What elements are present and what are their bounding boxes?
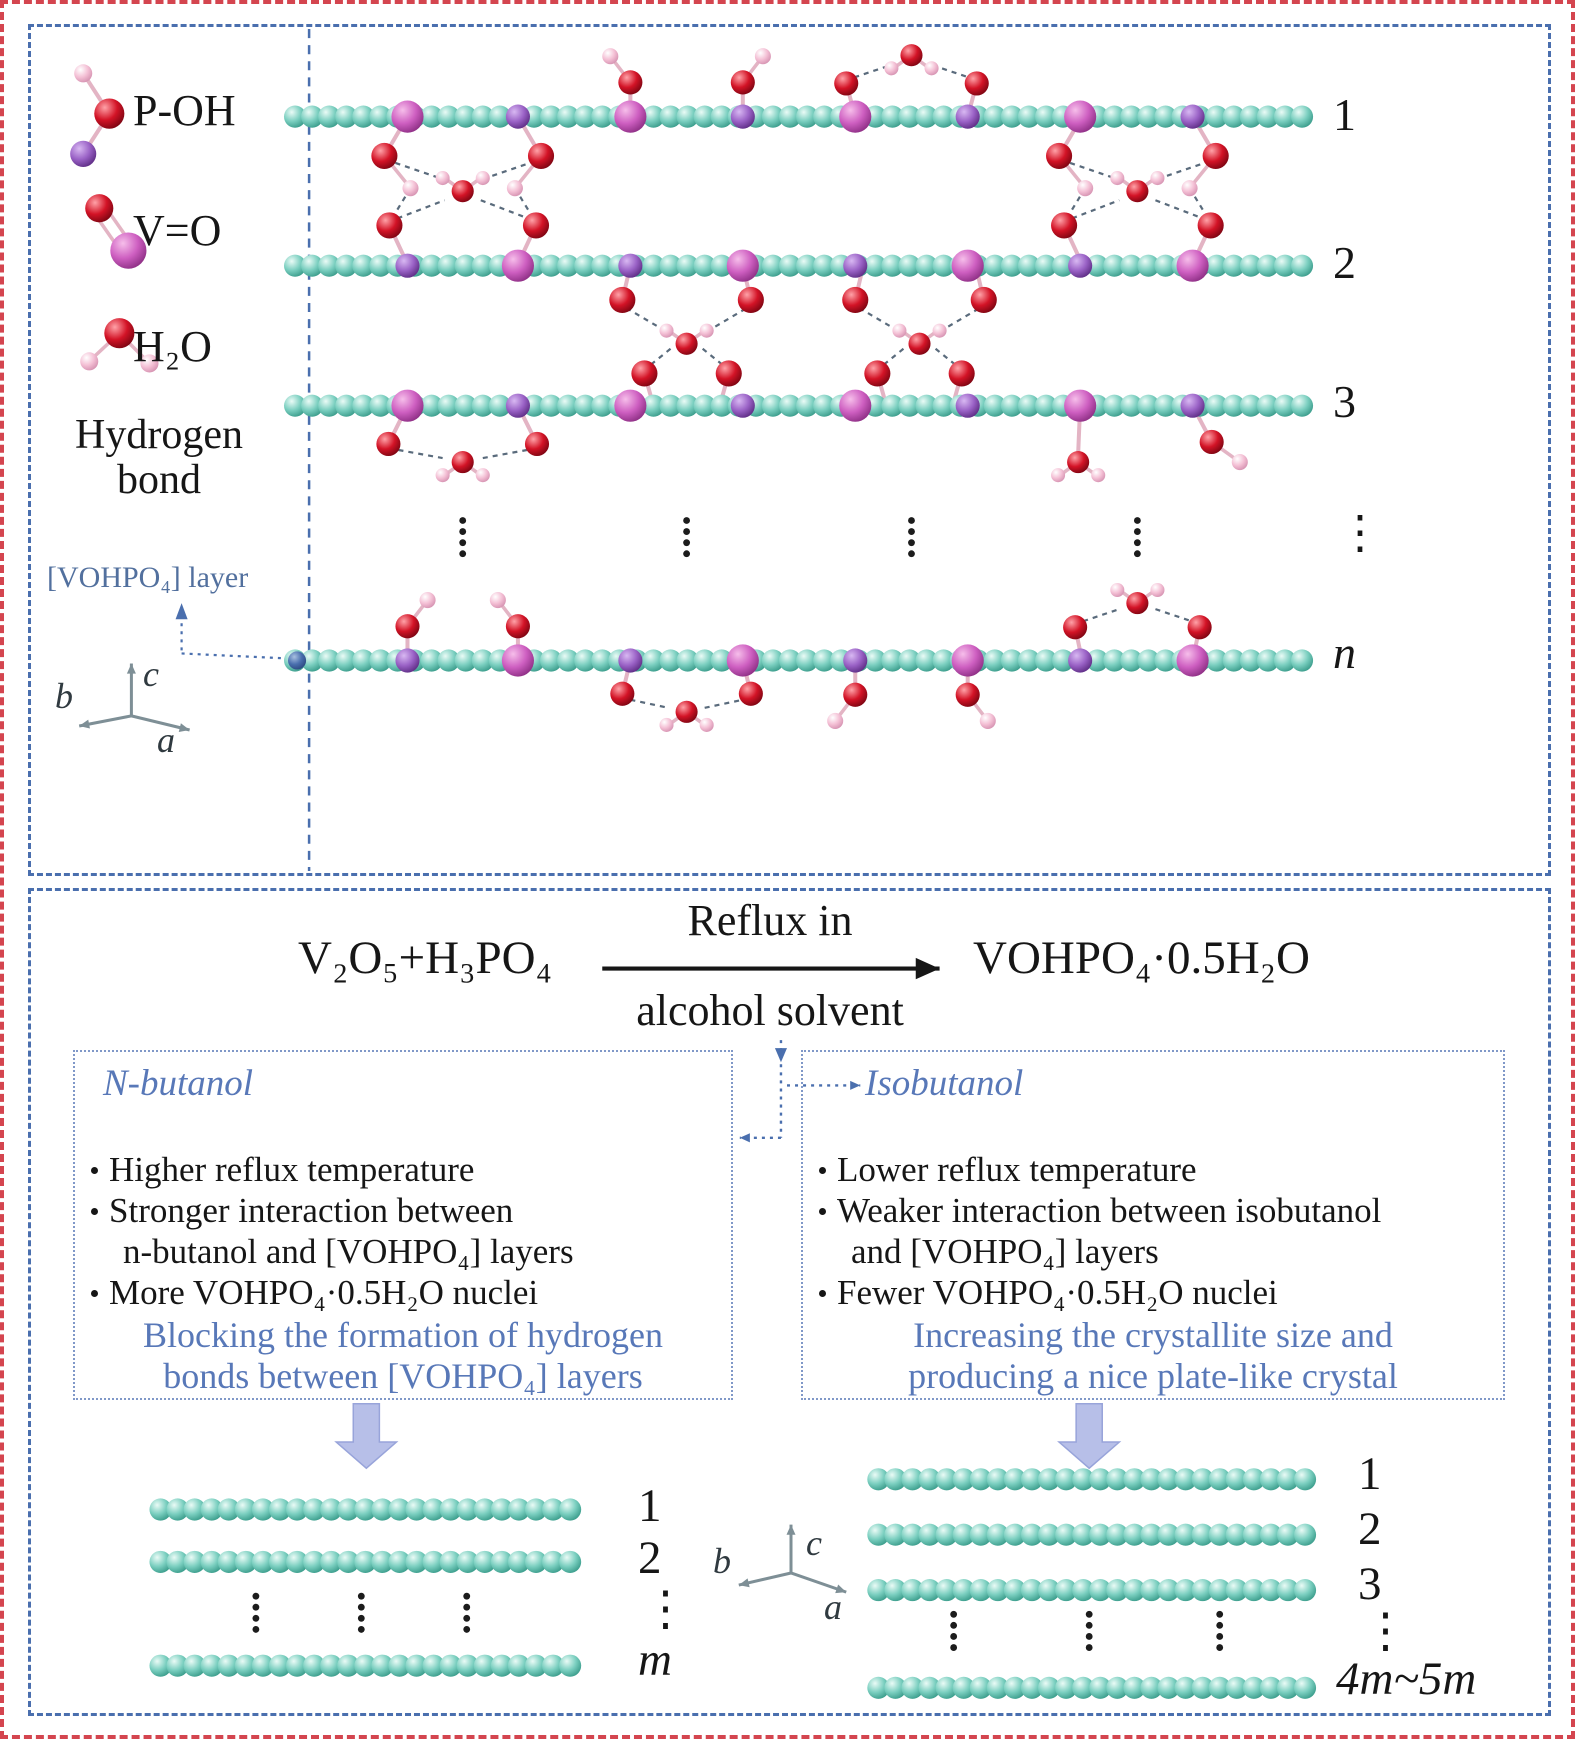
n-butanol-conclusion-line1: Blocking the formation of hydrogen <box>143 1315 663 1355</box>
bottom-axis-c-label: c <box>806 1523 822 1563</box>
n-butanol-bullet-3: More VOHPO₄·0.5H₂O nuclei <box>91 1273 538 1313</box>
h2o-icon <box>80 318 159 373</box>
right-stack-label-4m5m: 4m~5m <box>1336 1653 1477 1705</box>
n-butanol-title: N-butanol <box>103 1063 254 1104</box>
v-o-icon <box>85 194 147 269</box>
legend-h2o-label: H₂O <box>133 322 212 371</box>
crystal-structure-panel: P-OH V=O H₂O Hydrogen bond [VOHPO₄] laye… <box>28 24 1551 876</box>
isobutanol-conclusion-line1: Increasing the crystallite size and <box>913 1315 1393 1355</box>
reaction-condition-line1: Reflux in <box>687 896 853 945</box>
bullet-marker <box>819 1289 826 1297</box>
n-butanol-box: N-butanol Higher reflux temperature Stro… <box>73 1050 733 1400</box>
bullet-text: More VOHPO₄·0.5H₂O nuclei <box>109 1273 539 1312</box>
legend-p-oh-label: P-OH <box>133 86 236 135</box>
reaction-reactants: V₂O₅+H₃PO₄ <box>298 932 552 984</box>
layer-number-2: 2 <box>1333 237 1356 288</box>
bullet-marker <box>819 1166 826 1174</box>
bullet-text: Stronger interaction between <box>109 1191 514 1230</box>
legend-hydrogen-bond-label: Hydrogen bond <box>35 412 283 504</box>
n-butanol-bullet-2-cont: n-butanol and [VOHPO₄] layers <box>123 1232 574 1272</box>
n-butanol-conclusion-line2: bonds between [VOHPO₄] layers <box>163 1356 643 1396</box>
right-stack-ellipsis: ⋮ <box>1362 1605 1409 1657</box>
axis-c-label: c <box>143 654 159 694</box>
bullet-text: Higher reflux temperature <box>109 1150 475 1189</box>
bottom-axis-a-label: a <box>824 1587 842 1627</box>
vohpo4-layer-label: [VOHPO₄] layer <box>47 561 249 594</box>
hydrogen-bond-line2: bond <box>117 457 201 504</box>
left-stack-label-m: m <box>638 1634 672 1686</box>
left-stack-ellipsis: ⋮ <box>642 1583 689 1635</box>
layer-ellipsis: ⋮ <box>1337 507 1383 558</box>
right-stack-label-2: 2 <box>1358 1503 1382 1555</box>
bullet-marker <box>819 1207 826 1215</box>
left-stack-label-1: 1 <box>638 1480 662 1532</box>
layer-number-n: n <box>1333 627 1356 678</box>
axis-b-label: b <box>55 676 73 716</box>
synthesis-scheme-illustration <box>149 957 1317 1699</box>
n-butanol-bullet-1: Higher reflux temperature <box>91 1150 474 1190</box>
axis-a-label: a <box>157 720 175 760</box>
bullet-text: n-butanol and [VOHPO₄] layers <box>123 1232 574 1271</box>
p-oh-icon <box>70 64 125 167</box>
n-butanol-bullet-2: Stronger interaction between <box>91 1191 513 1231</box>
right-stack-label-1: 1 <box>1358 1448 1382 1500</box>
bullet-text: Fewer VOHPO₄·0.5H₂O nuclei <box>837 1273 1278 1312</box>
left-stack-label-2: 2 <box>638 1532 662 1584</box>
isobutanol-bullet-3: Fewer VOHPO₄·0.5H₂O nuclei <box>819 1273 1278 1313</box>
right-stack-label-3: 3 <box>1358 1558 1382 1610</box>
bullet-text: and [VOHPO₄] layers <box>851 1232 1159 1271</box>
legend-v-o-label: V=O <box>133 206 222 255</box>
isobutanol-title: Isobutanol <box>865 1063 1024 1104</box>
bottom-axis-b-label: b <box>713 1541 731 1581</box>
bullet-text: Lower reflux temperature <box>837 1150 1197 1189</box>
hydrogen-bond-line1: Hydrogen <box>75 412 243 458</box>
isobutanol-conclusion-line2: producing a nice plate-like crystal <box>908 1356 1398 1396</box>
reaction-product: VOHPO₄·0.5H₂O <box>973 932 1310 984</box>
isobutanol-bullet-2: Weaker interaction between isobutanol <box>819 1191 1381 1231</box>
bullet-marker <box>91 1166 98 1174</box>
reaction-condition-line2: alcohol solvent <box>636 986 904 1035</box>
isobutanol-bullet-1: Lower reflux temperature <box>819 1150 1197 1190</box>
layer-number-1: 1 <box>1333 89 1356 140</box>
bullet-marker <box>91 1289 98 1297</box>
layer-number-3: 3 <box>1333 376 1356 427</box>
crystal-structure-illustration <box>70 29 1314 871</box>
synthesis-scheme-panel: V₂O₅+H₃PO₄ Reflux in alcohol solvent VOH… <box>28 888 1551 1716</box>
isobutanol-box: Isobutanol Lower reflux temperature Weak… <box>801 1050 1505 1400</box>
bullet-text: Weaker interaction between isobutanol <box>837 1191 1382 1230</box>
isobutanol-bullet-2-cont: and [VOHPO₄] layers <box>851 1232 1159 1272</box>
bullet-marker <box>91 1207 98 1215</box>
